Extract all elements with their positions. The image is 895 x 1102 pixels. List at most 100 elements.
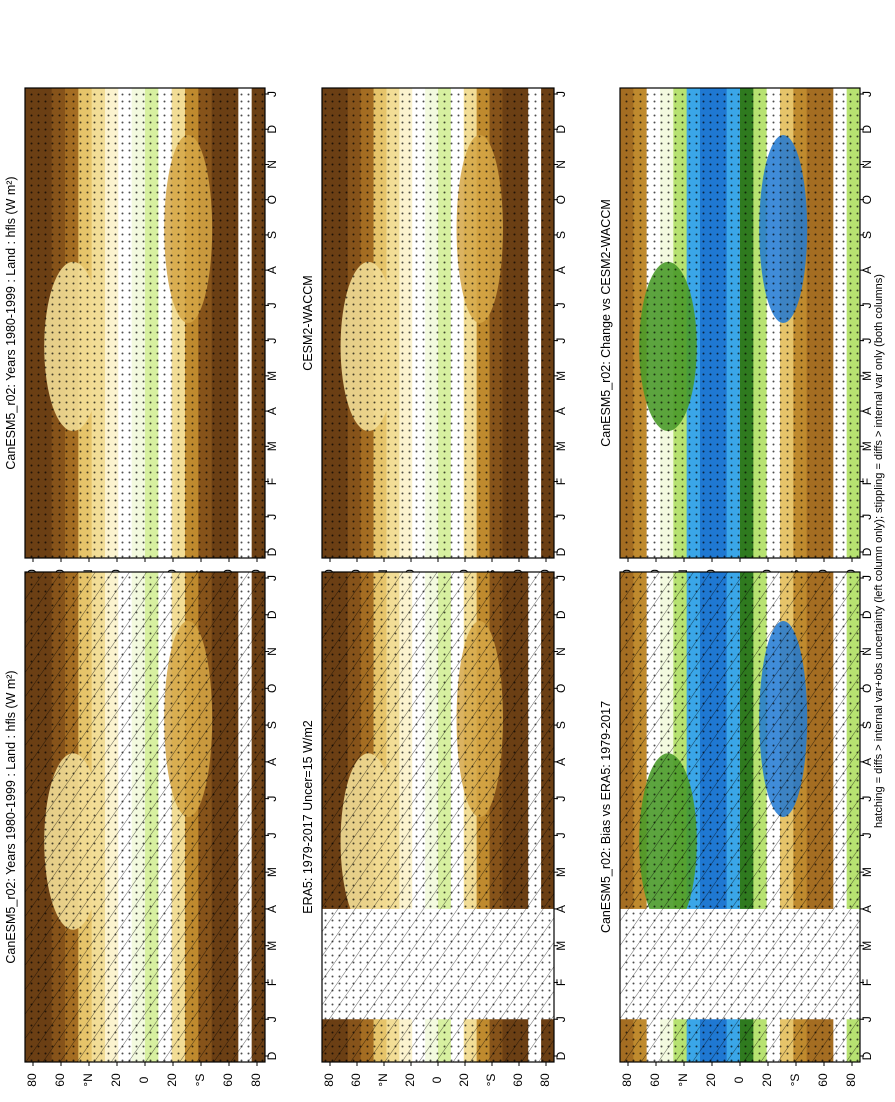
month-tick-label: O [554,195,568,204]
month-tick-label: S [860,231,874,239]
month-tick-label: J [860,796,874,802]
month-tick-label: D [554,547,568,556]
month-tick-label: D [860,610,874,619]
lat-tick-label: 60 [221,1073,235,1087]
stippling [322,88,554,558]
month-tick-label: A [554,407,568,415]
lat-tick-label: °N [676,1073,690,1086]
panel-5: DJFMAMJJASONDJ8060°N20020°S6080CanESM5_r… [599,87,874,583]
month-tick-label: D [554,1051,568,1060]
panel-title: CanESM5_r02: Change vs CESM2-WACCM [599,199,613,447]
month-tick-label: D [860,125,874,134]
lat-tick-label: 60 [816,1073,830,1087]
month-tick-label: J [860,91,874,97]
month-tick-label: D [554,125,568,134]
lat-tick-label: °N [81,1073,95,1086]
month-tick-label: S [860,721,874,729]
month-tick-label: A [860,407,874,415]
hatching [25,572,265,1062]
month-tick-label: A [554,905,568,913]
stippling [620,88,860,558]
month-tick-label: M [265,941,279,951]
hatching [322,572,554,1062]
month-tick-label: N [265,160,279,169]
month-tick-label: F [265,979,279,986]
lat-tick-label: 80 [322,1073,336,1087]
lat-tick-label: 60 [349,1073,363,1087]
month-tick-label: O [265,684,279,693]
month-tick-label: J [860,338,874,344]
month-tick-label: A [265,266,279,274]
month-tick-label: J [554,338,568,344]
month-tick-label: A [554,758,568,766]
lat-tick-label: 20 [165,1073,179,1087]
month-tick-label: J [860,1016,874,1022]
month-tick-label: D [860,1051,874,1060]
lat-tick-label: 0 [430,1076,444,1083]
panel-4: D J F M A M J J A S O N D J 80 60 °N 20 0 20 °S 60 80 CanESM5_r… [599,571,874,1087]
month-tick-label: F [265,478,279,485]
stippling [25,88,265,558]
month-tick-label: O [860,684,874,693]
panel-title: CanESM5_r02: Years 1980-1999 : Land : hf… [4,176,18,469]
month-tick-label: J [860,514,874,520]
month-tick-label: S [554,721,568,729]
month-tick-label: J [265,91,279,97]
lat-tick-label: 60 [648,1073,662,1087]
month-tick-label: J [554,832,568,838]
lat-tick-label: 20 [403,1073,417,1087]
lat-tick-label: 80 [249,1073,263,1087]
lat-tick-label: °S [484,1074,498,1087]
lat-tick-label: 80 [538,1073,552,1087]
month-tick-label: M [860,371,874,381]
month-tick-label: M [554,867,568,877]
month-tick-label: J [554,575,568,581]
lat-tick-label: 80 [25,1073,39,1087]
lat-tick-label: °S [193,1074,207,1087]
month-tick-label: J [860,575,874,581]
lat-tick-label: °N [376,1073,390,1086]
month-tick-label: D [860,547,874,556]
month-tick-label: J [265,832,279,838]
month-tick-label: M [265,867,279,877]
month-tick-label: D [554,610,568,619]
month-tick-label: D [265,1051,279,1060]
month-tick-label: N [860,647,874,656]
month-tick-label: M [554,371,568,381]
lat-tick-label: 80 [620,1073,634,1087]
month-tick-label: J [554,1016,568,1022]
month-tick-label: N [860,160,874,169]
month-tick-label: A [554,266,568,274]
month-tick-label: A [265,407,279,415]
panel-title: CanESM5_r02: Years 1980-1999 : Land : hf… [4,670,18,963]
panel-2: D J F M A M J J A S O N D J 80 60 °N 20 0 20 °S 60 80 ERA5: 197… [301,571,568,1087]
month-tick-label: S [265,231,279,239]
lat-tick-label: 60 [53,1073,67,1087]
month-tick-label: F [860,979,874,986]
month-tick-label: J [554,91,568,97]
lat-tick-label: 20 [704,1073,718,1087]
lat-tick-label: 80 [844,1073,858,1087]
lat-tick-label: 20 [109,1073,123,1087]
month-tick-label: M [265,371,279,381]
month-tick-label: D [265,547,279,556]
month-tick-label: O [265,195,279,204]
lat-tick-label: 0 [732,1076,746,1083]
month-tick-label: J [265,514,279,520]
month-tick-label: J [860,302,874,308]
month-tick-label: A [265,758,279,766]
lat-tick-label: °S [788,1074,802,1087]
month-tick-label: J [265,338,279,344]
panel-3: DJFMAMJJASONDJ8060°N20020°S6080CESM2-WAC… [301,87,568,583]
lat-tick-label: 20 [457,1073,471,1087]
month-tick-label: M [554,441,568,451]
month-tick-label: S [265,721,279,729]
month-tick-label: M [860,867,874,877]
month-tick-label: M [860,941,874,951]
month-tick-label: A [860,905,874,913]
month-tick-label: M [265,441,279,451]
panel-title: CanESM5_r02: Bias vs ERA5: 1979-2017 [599,701,613,933]
lat-tick-label: 20 [760,1073,774,1087]
month-tick-label: N [554,647,568,656]
